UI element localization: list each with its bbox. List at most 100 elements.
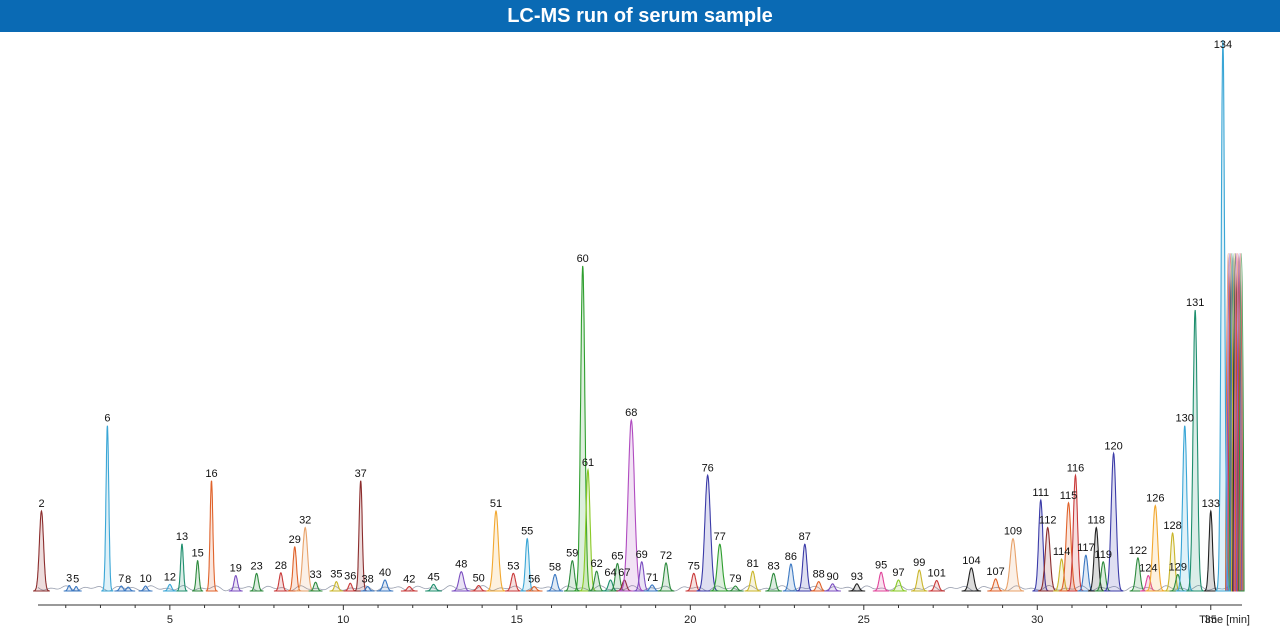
peak-79 xyxy=(727,585,744,592)
peak-53 xyxy=(505,572,522,592)
peak-2 xyxy=(33,509,50,592)
peak-label-40: 40 xyxy=(379,567,391,579)
peak-label-128: 128 xyxy=(1163,520,1181,532)
peak-label-68: 68 xyxy=(625,407,637,419)
peak-label-64: 64 xyxy=(604,567,616,579)
peak-label-117: 117 xyxy=(1077,542,1095,554)
peak-33 xyxy=(308,581,323,592)
x-tick-label: 15 xyxy=(511,614,523,626)
peak-29 xyxy=(287,545,302,592)
peak-35 xyxy=(329,580,344,592)
peak-86 xyxy=(782,563,800,592)
peak-131 xyxy=(1186,309,1205,592)
peak-label-90: 90 xyxy=(826,571,838,583)
peak-label-75: 75 xyxy=(688,560,700,572)
peak-45 xyxy=(425,583,442,592)
peak-95 xyxy=(872,571,890,592)
peak-101 xyxy=(928,579,945,592)
peak-label-114: 114 xyxy=(1053,546,1071,558)
peak-label-134: 134 xyxy=(1214,39,1232,51)
x-tick-label: 10 xyxy=(337,614,349,626)
peak-label-35: 35 xyxy=(330,569,342,581)
peak-label-72: 72 xyxy=(660,550,672,562)
peak-99 xyxy=(911,569,928,592)
peak-label-65: 65 xyxy=(611,551,623,563)
peak-28 xyxy=(273,572,288,592)
peak-68 xyxy=(618,418,645,592)
peak-label-48: 48 xyxy=(455,559,467,571)
peak-81 xyxy=(744,570,762,592)
peak-5 xyxy=(70,586,82,592)
peak-12 xyxy=(162,583,177,592)
peak-60 xyxy=(573,265,592,592)
peak-label-129: 129 xyxy=(1169,562,1187,574)
peak-label-97: 97 xyxy=(892,567,904,579)
peak-label-2: 2 xyxy=(38,498,44,510)
peak-label-86: 86 xyxy=(785,551,797,563)
peak-13 xyxy=(176,543,188,592)
peak-label-87: 87 xyxy=(799,531,811,543)
peak-118 xyxy=(1087,526,1105,592)
peak-76 xyxy=(696,473,719,592)
saturated-peak xyxy=(1238,253,1245,592)
peak-130 xyxy=(1175,425,1194,592)
peak-48 xyxy=(451,571,471,592)
peak-109 xyxy=(1001,537,1025,592)
peak-label-16: 16 xyxy=(205,468,217,480)
peak-134 xyxy=(1215,39,1231,592)
peak-label-10: 10 xyxy=(139,573,151,585)
peak-label-38: 38 xyxy=(361,574,373,586)
peak-label-124: 124 xyxy=(1139,563,1157,575)
peak-label-95: 95 xyxy=(875,559,887,571)
peak-115 xyxy=(1058,501,1079,592)
peak-label-101: 101 xyxy=(928,568,946,580)
peak-label-12: 12 xyxy=(164,571,176,583)
peak-label-32: 32 xyxy=(299,515,311,527)
peak-label-104: 104 xyxy=(962,555,980,567)
peak-19 xyxy=(228,574,243,592)
peak-label-118: 118 xyxy=(1088,515,1106,527)
peak-10 xyxy=(138,585,153,592)
peak-111 xyxy=(1032,498,1050,592)
peak-label-62: 62 xyxy=(590,558,602,570)
peak-label-126: 126 xyxy=(1146,493,1164,505)
peak-label-88: 88 xyxy=(813,569,825,581)
peak-label-122: 122 xyxy=(1129,545,1147,557)
peak-50 xyxy=(470,584,487,592)
peak-label-83: 83 xyxy=(767,560,779,572)
peak-23 xyxy=(249,572,264,592)
peak-38 xyxy=(360,586,375,592)
peak-65 xyxy=(609,562,626,592)
peak-label-131: 131 xyxy=(1186,297,1204,309)
peak-label-130: 130 xyxy=(1176,413,1194,425)
peak-label-7: 7 xyxy=(118,573,124,585)
peak-label-60: 60 xyxy=(577,253,589,265)
chart-title: LC-MS run of serum sample xyxy=(0,0,1280,32)
peak-72 xyxy=(657,562,675,592)
peak-87 xyxy=(796,543,814,592)
peak-6 xyxy=(101,425,114,592)
x-axis-title: Time [min] xyxy=(1199,614,1250,626)
peak-label-13: 13 xyxy=(176,531,188,543)
peak-label-45: 45 xyxy=(427,571,439,583)
peaks-layer xyxy=(33,39,1245,592)
peak-label-116: 116 xyxy=(1067,462,1085,474)
peak-label-55: 55 xyxy=(521,526,533,538)
peak-77 xyxy=(710,543,730,592)
peak-label-119: 119 xyxy=(1094,549,1112,561)
peak-83 xyxy=(765,572,782,592)
peak-114 xyxy=(1053,558,1070,592)
peak-label-5: 5 xyxy=(73,574,79,586)
peak-label-69: 69 xyxy=(636,549,648,561)
peak-107 xyxy=(987,578,1004,592)
peak-37 xyxy=(354,480,368,592)
peak-119 xyxy=(1094,561,1112,592)
peak-label-6: 6 xyxy=(104,413,110,425)
peak-97 xyxy=(890,579,907,592)
peak-label-107: 107 xyxy=(986,566,1004,578)
peak-16 xyxy=(205,480,219,592)
peak-label-29: 29 xyxy=(289,534,301,546)
peak-90 xyxy=(824,583,841,592)
